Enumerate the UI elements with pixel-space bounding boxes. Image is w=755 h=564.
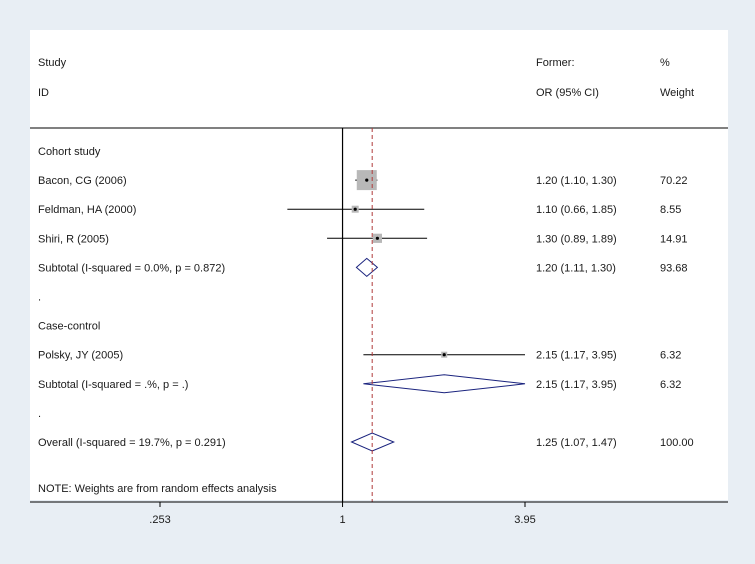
note-text: NOTE: Weights are from random effects an… (38, 483, 277, 495)
row-label: . (38, 408, 41, 420)
row-weight-text: 70.22 (660, 175, 688, 187)
row-weight-text: 93.68 (660, 262, 688, 274)
row-weight-text: 100.00 (660, 437, 694, 449)
x-tick-label: .253 (149, 514, 170, 526)
point-estimate (353, 207, 357, 211)
header-study: Study (38, 57, 67, 69)
row-label: Case-control (38, 321, 100, 333)
row-ci-text: 2.15 (1.17, 3.95) (536, 379, 617, 391)
row-ci-text: 1.20 (1.11, 1.30) (536, 262, 616, 274)
row-weight-text: 14.91 (660, 233, 688, 245)
point-estimate (442, 353, 446, 357)
header-weight: Weight (660, 87, 694, 99)
header-effect: Former: (536, 57, 575, 69)
row-weight-text: 8.55 (660, 204, 681, 216)
row-weight-text: 6.32 (660, 350, 681, 362)
row-ci-text: 2.15 (1.17, 3.95) (536, 350, 617, 362)
subtotal-diamond (363, 374, 526, 394)
point-estimate (365, 178, 369, 182)
row-label: Polsky, JY (2005) (38, 350, 123, 362)
row-label: . (38, 292, 41, 304)
point-estimate (375, 236, 379, 240)
x-tick-label: 1 (339, 514, 345, 526)
header-id: ID (38, 87, 49, 99)
row-label: Bacon, CG (2006) (38, 175, 127, 187)
row-label: Cohort study (38, 146, 101, 158)
row-weight-text: 6.32 (660, 379, 681, 391)
plot-panel (30, 30, 728, 500)
row-label: Subtotal (I-squared = 0.0%, p = 0.872) (38, 262, 225, 274)
row-ci-text: 1.25 (1.07, 1.47) (536, 437, 617, 449)
x-tick-label: 3.95 (514, 514, 535, 526)
header-or-ci: OR (95% CI) (536, 87, 599, 99)
row-ci-text: 1.30 (0.89, 1.89) (536, 233, 617, 245)
row-label: Feldman, HA (2000) (38, 204, 136, 216)
overall-diamond (350, 432, 396, 452)
row-label: Shiri, R (2005) (38, 233, 109, 245)
row-label: Subtotal (I-squared = .%, p = .) (38, 379, 188, 391)
header-percent: % (660, 57, 670, 69)
row-label: Overall (I-squared = 19.7%, p = 0.291) (38, 437, 226, 449)
row-ci-text: 1.10 (0.66, 1.85) (536, 204, 617, 216)
subtotal-diamond (355, 257, 379, 278)
row-ci-text: 1.20 (1.10, 1.30) (536, 175, 617, 187)
